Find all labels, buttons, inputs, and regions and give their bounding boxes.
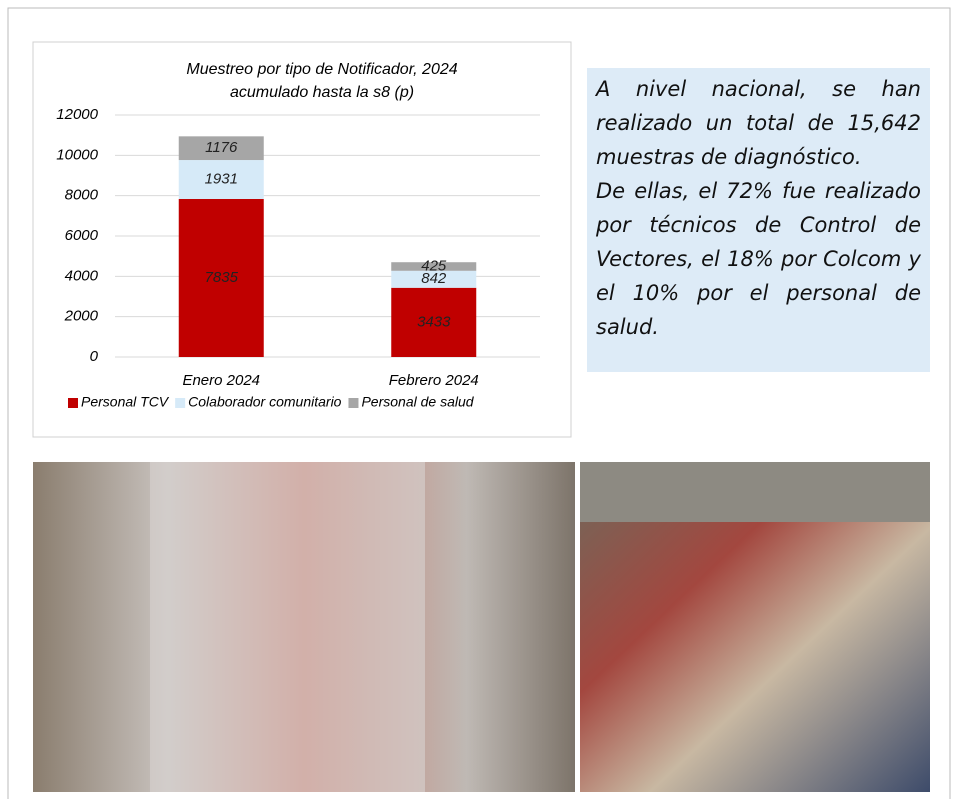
legend-swatch bbox=[348, 398, 359, 408]
chart-frame bbox=[32, 41, 572, 438]
data-label: 842 bbox=[421, 270, 447, 287]
paragraph: De ellas, el 72% fue realizado por técni… bbox=[596, 179, 921, 339]
data-label: 3433 bbox=[417, 313, 451, 330]
bar-segment bbox=[178, 160, 264, 199]
page-border bbox=[7, 7, 951, 799]
legend-label: Personal TCV bbox=[81, 394, 170, 410]
bar-segment bbox=[178, 136, 264, 161]
chart-subtitle: acumulado hasta la s8 (p) bbox=[230, 84, 414, 101]
y-tick-label: 10000 bbox=[56, 146, 98, 163]
legend-swatch bbox=[68, 398, 78, 408]
photo-slide-rack bbox=[150, 462, 425, 792]
chart-title: Muestreo por tipo de Notificador, 2024 bbox=[186, 61, 457, 78]
legend-label: Personal de salud bbox=[361, 394, 474, 410]
legend-label: Colaborador comunitario bbox=[188, 394, 342, 410]
y-tick-label: 12000 bbox=[56, 106, 98, 123]
y-tick-label: 2000 bbox=[64, 308, 99, 325]
data-label: 425 bbox=[421, 257, 447, 274]
data-label: 1176 bbox=[205, 139, 238, 156]
bar-segment bbox=[391, 270, 477, 288]
data-label: 7835 bbox=[205, 269, 239, 286]
bar-segment bbox=[391, 287, 477, 357]
text-box: A nivel nacional, se han realizado un to… bbox=[587, 68, 930, 372]
legend-swatch bbox=[175, 398, 186, 408]
y-tick-label: 8000 bbox=[65, 187, 99, 204]
data-label: 1931 bbox=[205, 170, 238, 187]
bar-segment bbox=[178, 198, 264, 357]
bar-segment bbox=[391, 262, 477, 271]
x-tick-label: Febrero 2024 bbox=[389, 372, 479, 389]
y-tick-label: 0 bbox=[90, 348, 99, 365]
x-tick-label: Enero 2024 bbox=[182, 372, 260, 389]
y-tick-label: 6000 bbox=[65, 227, 99, 244]
photo-roof bbox=[580, 462, 930, 522]
paragraph: A nivel nacional, se han realizado un to… bbox=[596, 77, 921, 169]
y-tick-label: 4000 bbox=[65, 267, 99, 284]
